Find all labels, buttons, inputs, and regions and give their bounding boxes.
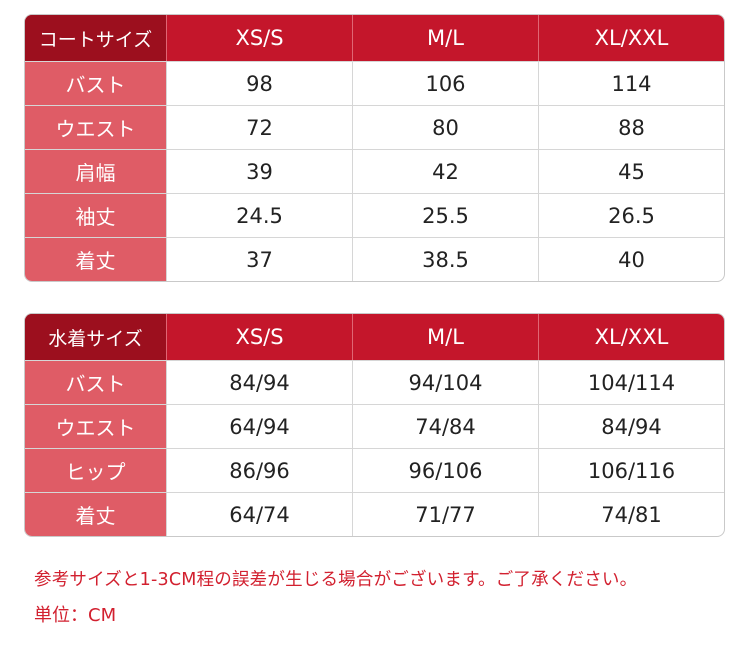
swim-col-m-l: M/L: [352, 314, 538, 360]
table-cell: 38.5: [352, 238, 538, 281]
table-cell: 71/77: [352, 493, 538, 536]
table-cell: 106/116: [538, 449, 724, 492]
coat-col-m-l: M/L: [352, 15, 538, 61]
coat-col-xs-s: XS/S: [166, 15, 352, 61]
unit-note: 単位：CM: [34, 605, 117, 626]
size-tolerance-note: 参考サイズと1-3CM程の誤差が生じる場合がございます。ご了承ください。: [34, 570, 638, 590]
table-cell: 39: [166, 150, 352, 193]
row-label-length: 着丈: [25, 493, 166, 536]
table-cell: 104/114: [538, 361, 724, 404]
table-cell: 74/81: [538, 493, 724, 536]
coat-table-header: コートサイズ XS/S M/L XL/XXL: [25, 15, 724, 61]
table-row: 着丈 64/74 71/77 74/81: [25, 492, 724, 536]
table-cell: 114: [538, 62, 724, 105]
table-cell: 45: [538, 150, 724, 193]
row-label-shoulder: 肩幅: [25, 150, 166, 193]
swimsuit-size-table: 水着サイズ XS/S M/L XL/XXL バスト 84/94 94/104 1…: [24, 313, 725, 537]
coat-col-xl-xxl: XL/XXL: [538, 15, 724, 61]
table-cell: 64/74: [166, 493, 352, 536]
table-cell: 84/94: [538, 405, 724, 448]
table-cell: 98: [166, 62, 352, 105]
table-cell: 26.5: [538, 194, 724, 237]
coat-table-corner-label: コートサイズ: [25, 15, 166, 61]
table-cell: 25.5: [352, 194, 538, 237]
table-row: バスト 98 106 114: [25, 61, 724, 105]
swim-col-xs-s: XS/S: [166, 314, 352, 360]
table-cell: 88: [538, 106, 724, 149]
swim-table-header: 水着サイズ XS/S M/L XL/XXL: [25, 314, 724, 360]
row-label-waist: ウエスト: [25, 106, 166, 149]
table-cell: 74/84: [352, 405, 538, 448]
table-row: ウエスト 64/94 74/84 84/94: [25, 404, 724, 448]
row-label-hip: ヒップ: [25, 449, 166, 492]
table-cell: 42: [352, 150, 538, 193]
table-cell: 86/96: [166, 449, 352, 492]
table-cell: 64/94: [166, 405, 352, 448]
table-cell: 84/94: [166, 361, 352, 404]
table-row: ウエスト 72 80 88: [25, 105, 724, 149]
coat-size-table: コートサイズ XS/S M/L XL/XXL バスト 98 106 114 ウエ…: [24, 14, 725, 282]
swim-col-xl-xxl: XL/XXL: [538, 314, 724, 360]
table-row: 袖丈 24.5 25.5 26.5: [25, 193, 724, 237]
row-label-length: 着丈: [25, 238, 166, 281]
row-label-waist: ウエスト: [25, 405, 166, 448]
table-cell: 80: [352, 106, 538, 149]
table-cell: 96/106: [352, 449, 538, 492]
row-label-bust: バスト: [25, 62, 166, 105]
table-cell: 106: [352, 62, 538, 105]
table-cell: 40: [538, 238, 724, 281]
table-row: バスト 84/94 94/104 104/114: [25, 360, 724, 404]
table-row: 着丈 37 38.5 40: [25, 237, 724, 281]
table-cell: 24.5: [166, 194, 352, 237]
table-cell: 94/104: [352, 361, 538, 404]
table-cell: 37: [166, 238, 352, 281]
swim-table-corner-label: 水着サイズ: [25, 314, 166, 360]
table-row: 肩幅 39 42 45: [25, 149, 724, 193]
row-label-sleeve: 袖丈: [25, 194, 166, 237]
table-row: ヒップ 86/96 96/106 106/116: [25, 448, 724, 492]
row-label-bust: バスト: [25, 361, 166, 404]
table-cell: 72: [166, 106, 352, 149]
